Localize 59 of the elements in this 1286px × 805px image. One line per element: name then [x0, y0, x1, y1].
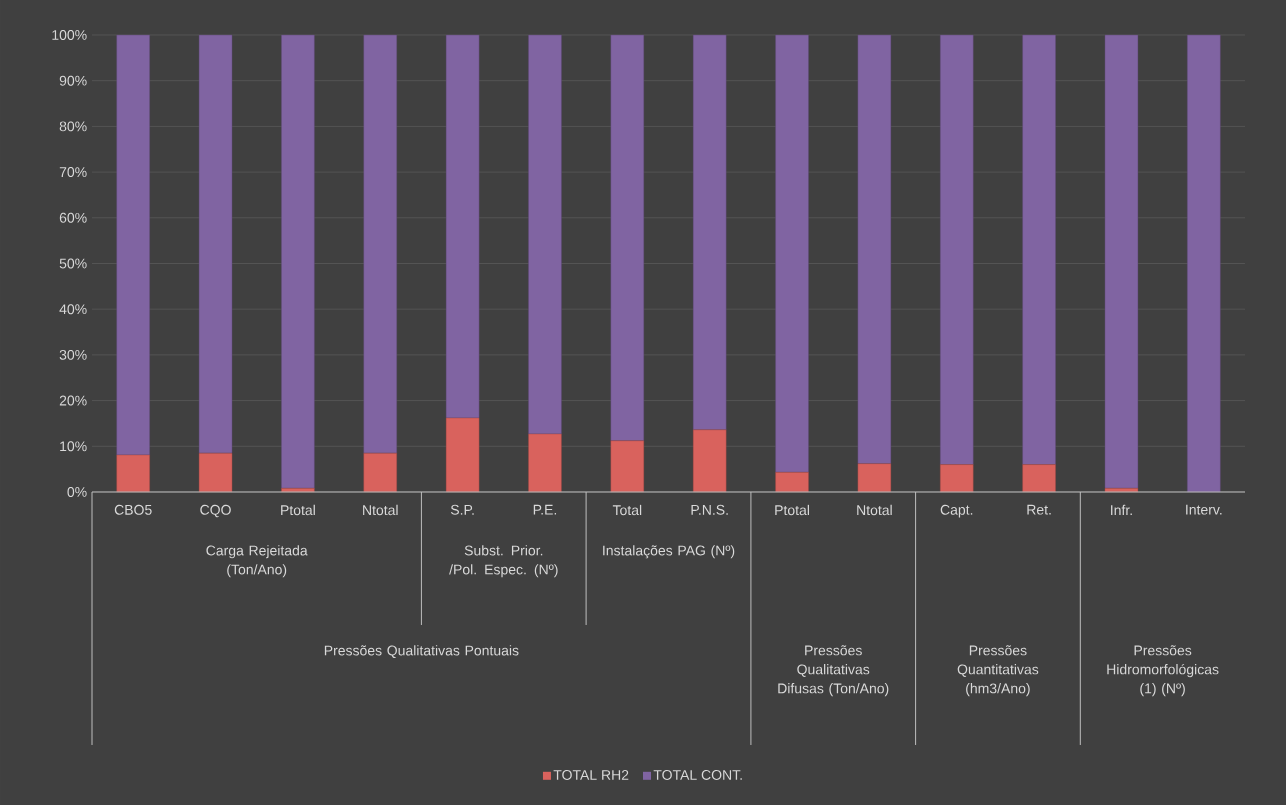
bar — [857, 463, 892, 493]
x-tick-label: CBO5 — [114, 504, 152, 515]
y-tick-label: 70% — [59, 167, 87, 178]
x-tick-label: CQO — [200, 504, 231, 518]
text: Instalações PAG (Nº) — [603, 545, 735, 559]
bar — [692, 429, 727, 493]
bar — [610, 440, 645, 493]
x-tick-label: P.E. — [533, 504, 557, 515]
x-tick-label: Interv. — [1186, 504, 1222, 515]
bar — [528, 433, 562, 493]
bar — [940, 34, 974, 465]
bar — [1104, 34, 1139, 489]
text: Subst. Prior. /Pol. Espec. (Nº) — [449, 545, 558, 578]
bar — [198, 452, 233, 493]
bar — [857, 34, 892, 464]
y-tick-label: 30% — [59, 349, 87, 360]
x-tick-label: Total — [612, 504, 642, 516]
y-tick-label: 40% — [59, 304, 87, 315]
y-tick-label: 60% — [59, 212, 87, 223]
text: Pressões Hidromorfológicas (1) (Nº) — [1107, 645, 1219, 697]
legend-label: TOTAL RH2 — [553, 770, 629, 780]
text: Pressões Quantitativas (hm3/Ano) — [957, 645, 1039, 697]
bar — [363, 452, 397, 493]
bar — [775, 472, 809, 493]
y-tick-label: 50% — [59, 258, 87, 269]
text: Pressões Qualitativas Pontuais — [324, 645, 519, 658]
x-tick-label: Ptotal — [281, 504, 315, 516]
bar — [1022, 464, 1056, 493]
bar — [1022, 34, 1056, 465]
y-tick-label: 10% — [60, 441, 87, 452]
bar — [445, 417, 480, 493]
y-tick-label: 90% — [59, 75, 87, 86]
bar — [445, 34, 480, 419]
legend-label: TOTAL CONT. — [653, 770, 742, 780]
bar — [281, 34, 315, 489]
y-tick-label: 100% — [52, 30, 87, 40]
text: Pressões Qualitativas Difusas (Ton/Ano) — [778, 645, 889, 697]
text: Carga Rejeitada (Ton/Ano) — [206, 545, 308, 578]
y-tick-label: 80% — [59, 121, 87, 132]
bar — [610, 34, 645, 441]
x-tick-label: S.P. — [450, 504, 474, 515]
bar — [363, 34, 397, 454]
y-tick-label: 20% — [59, 395, 87, 406]
x-tick-label: Infr. — [1111, 504, 1132, 515]
bar — [528, 34, 562, 435]
y-tick-label: 0% — [67, 487, 87, 497]
x-tick-label: Ntotal — [857, 504, 892, 516]
bar — [1187, 34, 1221, 493]
bar — [116, 454, 150, 493]
bar — [940, 464, 974, 493]
bar — [116, 34, 150, 456]
x-tick-label: Ntotal — [363, 504, 398, 516]
x-tick-label: Ptotal — [775, 504, 809, 516]
x-tick-label: Ret. — [1027, 504, 1051, 515]
x-tick-label: Capt. — [940, 504, 973, 518]
x-tick-label: P.N.S. — [691, 504, 728, 515]
bar — [692, 34, 727, 431]
bar — [198, 34, 233, 454]
bar — [775, 34, 809, 473]
